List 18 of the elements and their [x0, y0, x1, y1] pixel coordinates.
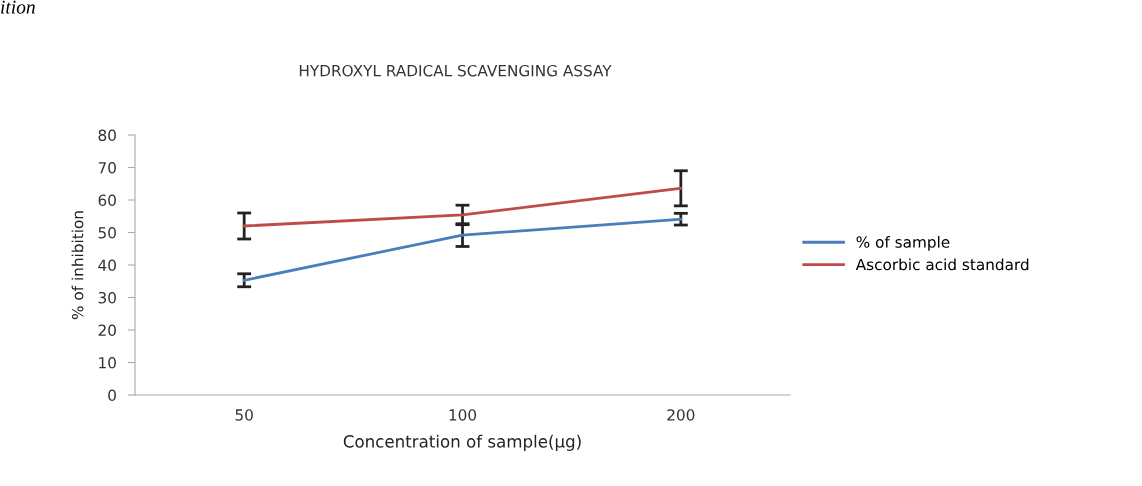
y-axis-title: % of inhibition — [71, 211, 84, 320]
legend-label: % of sample — [856, 235, 950, 251]
text: ition — [1, 0, 35, 14]
y-tick-label: 20 — [98, 324, 116, 337]
x-axis-title: Concentration of sample(µg) — [343, 434, 581, 451]
y-tick-label: 30 — [98, 291, 116, 304]
y-tick-label: 0 — [108, 389, 116, 402]
y-tick-label: 80 — [98, 129, 116, 142]
x-tick-label: 200 — [667, 409, 695, 421]
y-tick-label: 50 — [98, 226, 116, 239]
x-tick-label: 50 — [235, 409, 253, 421]
legend-label: Ascorbic acid standard — [855, 258, 1029, 271]
y-tick-label: 40 — [98, 259, 116, 272]
y-tick-label: 10 — [99, 356, 116, 369]
x-tick-label: 100 — [449, 409, 477, 421]
y-tick-label: 70 — [98, 161, 116, 174]
y-tick-label: 60 — [98, 194, 116, 207]
chart-title: HYDROXYL RADICAL SCAVENGING ASSAY — [299, 64, 612, 77]
